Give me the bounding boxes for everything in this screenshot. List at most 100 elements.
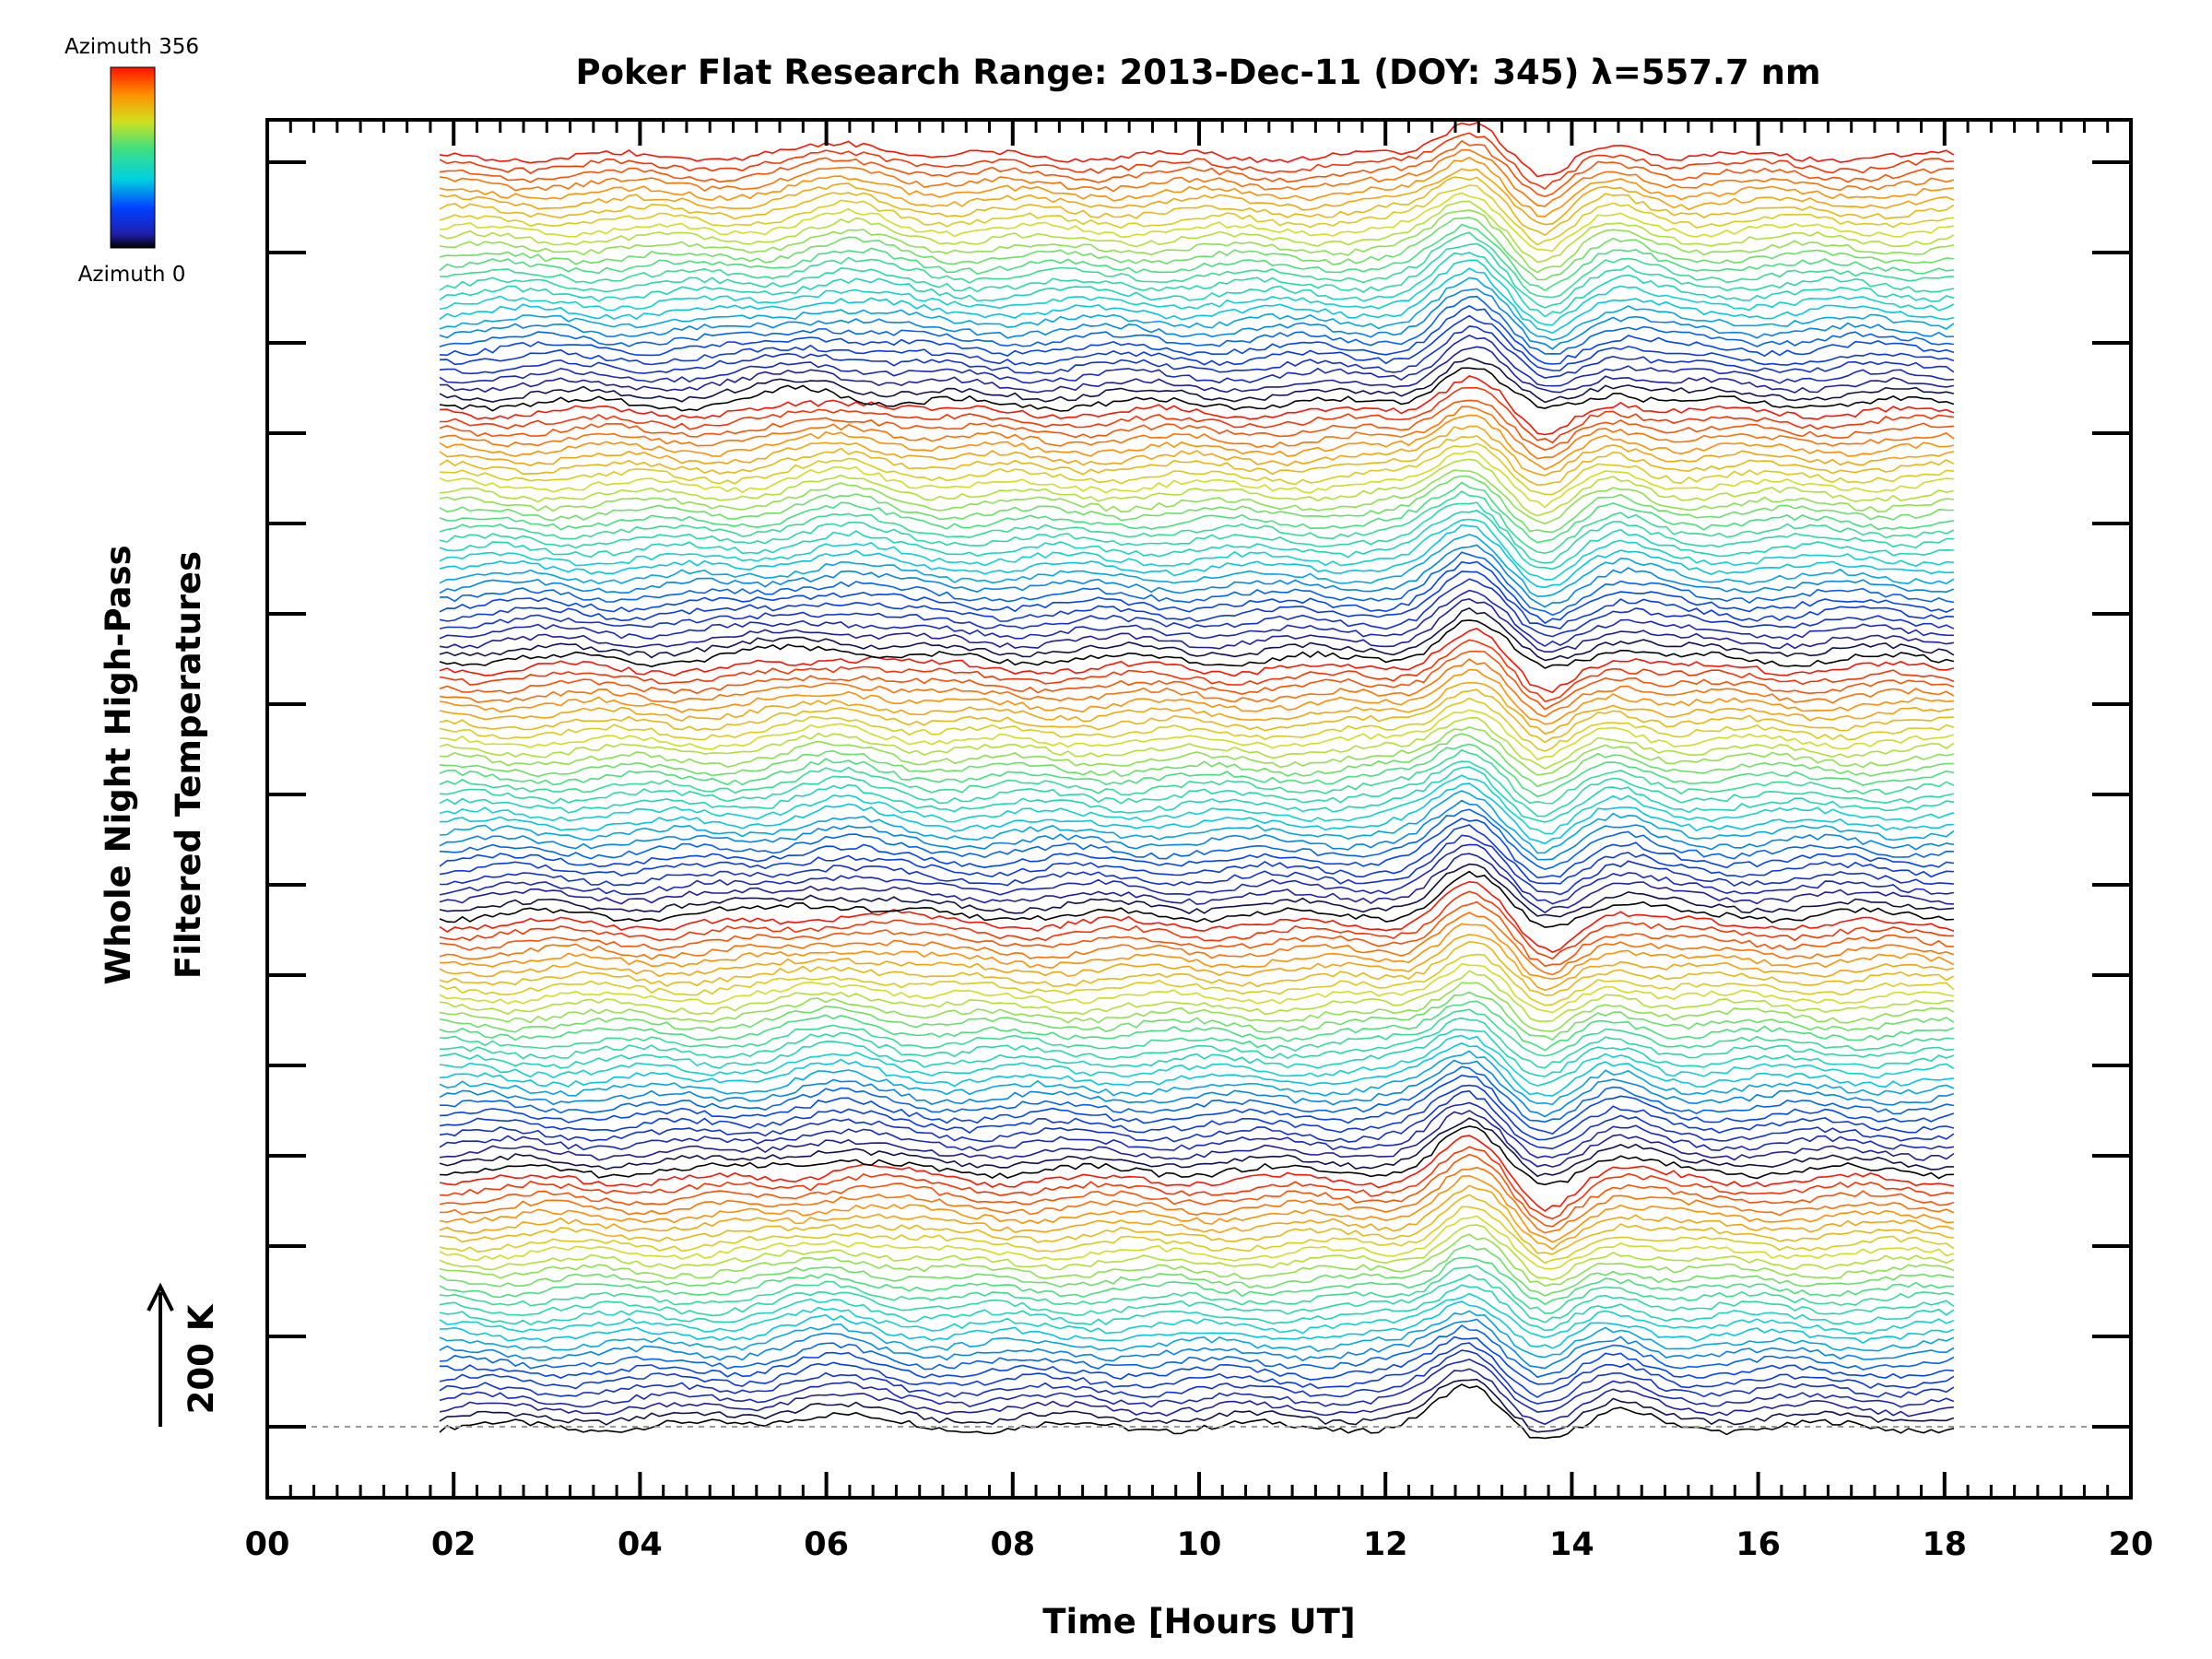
series-line-21 (439, 1194, 1954, 1255)
series-line-63 (439, 808, 1954, 871)
series-line-22 (439, 1184, 1955, 1251)
series-line-114 (440, 346, 1955, 394)
x-tick-label-16: 16 (1735, 1526, 1781, 1563)
series-line-83 (439, 628, 1955, 694)
series-line-51 (439, 923, 1955, 981)
series-line-31 (439, 1101, 1955, 1159)
series-line-138 (439, 132, 1954, 190)
series-line-0 (439, 1383, 1955, 1440)
series-line-125 (439, 242, 1955, 309)
series-line-133 (439, 176, 1955, 237)
series-line-90 (439, 560, 1955, 625)
series-line-48 (439, 953, 1955, 1006)
series-line-95 (439, 518, 1954, 581)
series-line-29 (439, 1117, 1954, 1178)
series-line-93 (439, 533, 1955, 597)
series-line-135 (439, 156, 1954, 218)
series-line-55 (439, 880, 1955, 953)
series-line-15 (439, 1256, 1954, 1306)
scale-arrow: 200 K (147, 1282, 221, 1427)
series-line-131 (439, 192, 1955, 253)
series-line-2 (439, 1368, 1954, 1426)
series-line-88 (439, 578, 1955, 638)
series-line-13 (439, 1274, 1955, 1324)
series-line-65 (439, 790, 1955, 854)
series-line-58 (439, 853, 1954, 914)
series-line-111 (439, 375, 1955, 436)
series-line-122 (439, 267, 1955, 335)
series-line-75 (439, 709, 1955, 761)
series-line-5 (439, 1342, 1955, 1398)
y-axis-label-line2: Filtered Temperatures (169, 551, 208, 979)
series-line-96 (439, 510, 1954, 571)
series-line-42 (439, 1008, 1954, 1057)
series-line-72 (439, 733, 1954, 788)
series-line-76 (439, 697, 1955, 752)
series-line-117 (439, 314, 1955, 371)
series-line-52 (439, 912, 1955, 976)
colorbar-bottom-label: Azimuth 0 (78, 263, 186, 287)
series-line-84 (439, 619, 1955, 669)
series-line-110 (440, 386, 1955, 444)
series-line-121 (439, 276, 1955, 341)
colorbar-gradient (110, 66, 156, 249)
series-line-57 (439, 863, 1954, 918)
series-line-124 (439, 252, 1955, 318)
series-line-116 (439, 325, 1955, 379)
series-line-94 (439, 524, 1954, 589)
series-line-71 (439, 743, 1955, 798)
y-axis-label-line1: Whole Night High-Pass (99, 545, 138, 984)
x-tick-label-12: 12 (1363, 1526, 1408, 1563)
y-ticks (267, 160, 2131, 1429)
series-line-91 (439, 551, 1955, 617)
series-line-123 (439, 259, 1955, 326)
x-tick-labels: 00 02 04 06 08 10 12 14 16 18 20 (245, 1526, 2154, 1563)
x-tick-label-04: 04 (618, 1526, 663, 1563)
series-line-101 (439, 469, 1954, 524)
series-line-86 (439, 598, 1955, 653)
series-line-12 (439, 1284, 1955, 1332)
x-tick-label-14: 14 (1549, 1526, 1594, 1563)
series-line-46 (439, 970, 1954, 1023)
series-line-24 (439, 1166, 1955, 1234)
series-line-132 (439, 184, 1954, 246)
x-tick-label-10: 10 (1177, 1526, 1222, 1563)
x-tick-label-02: 02 (431, 1526, 477, 1563)
chart-title: Poker Flat Research Range: 2013-Dec-11 (… (575, 53, 1820, 92)
series-line-70 (439, 748, 1955, 805)
series-line-79 (439, 668, 1954, 725)
colorbar: Azimuth 356 Azimuth 0 (65, 35, 199, 287)
series-line-34 (439, 1074, 1955, 1135)
series-line-14 (439, 1265, 1955, 1314)
series-line-107 (439, 414, 1955, 471)
x-ticks (265, 120, 2133, 1498)
series-line-37 (439, 1050, 1955, 1106)
series-line-60 (439, 834, 1954, 896)
series-line-73 (439, 726, 1955, 776)
series-line-54 (439, 890, 1954, 960)
series-line-67 (439, 774, 1955, 835)
series-line-19 (439, 1215, 1955, 1270)
x-tick-label-06: 06 (804, 1526, 849, 1563)
series-line-7 (439, 1324, 1955, 1379)
series-line-16 (439, 1244, 1955, 1297)
series-line-49 (439, 940, 1955, 996)
series-line-134 (439, 168, 1955, 226)
series-line-82 (439, 639, 1955, 703)
series-line-68 (439, 766, 1955, 823)
series-line-44 (439, 991, 1955, 1041)
series-line-9 (439, 1310, 1955, 1359)
x-axis-label: Time [Hours UT] (1042, 1602, 1355, 1641)
series-line-61 (439, 824, 1954, 885)
series-line-74 (439, 716, 1955, 771)
series-line-50 (439, 934, 1955, 992)
series-line-47 (439, 962, 1955, 1014)
series-line-92 (439, 544, 1955, 608)
series-line-10 (439, 1300, 1955, 1349)
x-tick-label-00: 00 (245, 1526, 290, 1563)
series-line-6 (440, 1335, 1954, 1385)
series-line-99 (439, 481, 1955, 544)
series-line-104 (439, 442, 1954, 496)
series-line-25 (439, 1153, 1955, 1228)
